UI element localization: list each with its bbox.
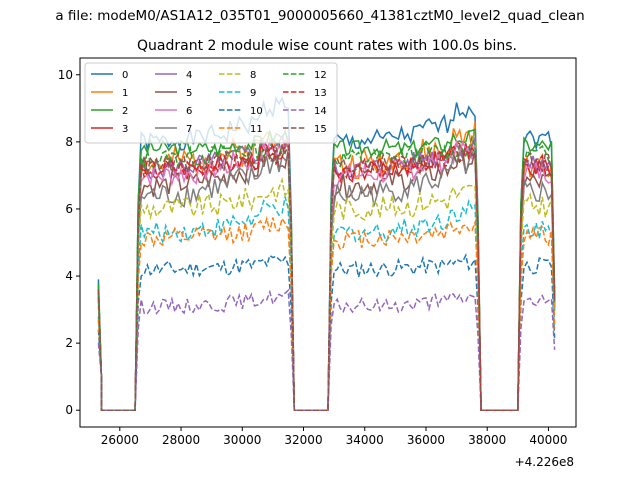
legend-item: 3 xyxy=(91,124,128,135)
x-tick-label: 26000 xyxy=(101,433,139,447)
legend-item: 6 xyxy=(155,106,192,117)
legend-box xyxy=(84,62,338,144)
legend-item: 10 xyxy=(219,106,263,117)
x-axis: 26000 28000 30000 32000 34000 36000 38000 40000 xyxy=(101,427,568,447)
y-tick-label: 10 xyxy=(58,68,73,82)
legend-label: 9 xyxy=(250,88,256,99)
legend-item: 5 xyxy=(155,88,192,99)
legend-label: 12 xyxy=(314,70,327,81)
x-tick-label: 38000 xyxy=(468,433,506,447)
x-tick-label: 36000 xyxy=(407,433,445,447)
legend-item: 15 xyxy=(283,124,327,135)
legend-label: 14 xyxy=(314,106,327,117)
legend-label: 1 xyxy=(122,88,128,99)
legend-item: 8 xyxy=(219,70,256,81)
x-tick-label: 34000 xyxy=(346,433,384,447)
y-tick-label: 8 xyxy=(65,135,73,149)
legend-label: 5 xyxy=(186,88,192,99)
x-tick-label: 28000 xyxy=(162,433,200,447)
legend-label: 6 xyxy=(186,106,192,117)
y-tick-label: 4 xyxy=(65,269,73,283)
legend-label: 8 xyxy=(250,70,256,81)
figure-suptitle: a file: modeM0/AS1A12_035T01_9000005660_… xyxy=(55,8,584,24)
legend-label: 2 xyxy=(122,106,128,117)
legend-item: 1 xyxy=(91,88,128,99)
legend-item: 14 xyxy=(283,106,327,117)
legend-item: 2 xyxy=(91,106,128,117)
legend-label: 0 xyxy=(122,70,128,81)
legend-label: 3 xyxy=(122,124,128,135)
legend-item: 9 xyxy=(219,88,256,99)
x-tick-label: 30000 xyxy=(223,433,261,447)
legend-item: 12 xyxy=(283,70,327,81)
legend-item: 13 xyxy=(283,88,327,99)
y-tick-label: 6 xyxy=(65,202,73,216)
legend-item: 7 xyxy=(155,124,192,135)
y-tick-label: 0 xyxy=(65,403,73,417)
legend-label: 15 xyxy=(314,124,327,135)
legend-item: 11 xyxy=(219,124,263,135)
legend-label: 4 xyxy=(186,70,192,81)
legend-label: 11 xyxy=(250,124,263,135)
legend-label: 10 xyxy=(250,106,263,117)
x-axis-offset-label: +4.226e8 xyxy=(515,455,574,469)
legend-item: 4 xyxy=(155,70,192,81)
y-axis: 0 2 4 6 8 10 xyxy=(58,68,80,417)
series-layer xyxy=(97,96,556,411)
legend-label: 7 xyxy=(186,124,192,135)
series-line-15 xyxy=(97,144,556,411)
x-tick-label: 40000 xyxy=(529,433,567,447)
x-tick-label: 32000 xyxy=(284,433,322,447)
plot-frame xyxy=(79,57,577,428)
chart-title: Quadrant 2 module wise count rates with … xyxy=(137,38,517,54)
y-tick-label: 2 xyxy=(65,336,73,350)
legend-item: 0 xyxy=(91,70,128,81)
legend-label: 13 xyxy=(314,88,327,99)
